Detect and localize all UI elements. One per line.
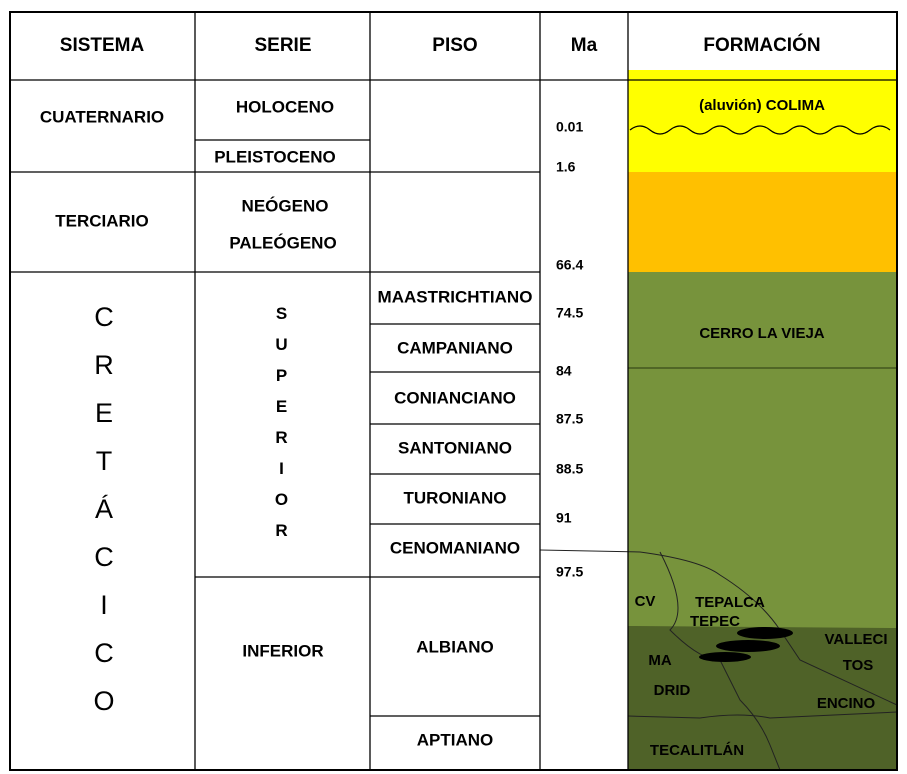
column-header: FORMACIÓN — [703, 34, 820, 56]
column-header: SISTEMA — [60, 35, 145, 56]
piso: APTIANO — [417, 730, 494, 749]
lower-fill — [628, 626, 897, 770]
contact — [659, 551, 781, 771]
piso: ALBIANO — [416, 637, 493, 656]
column-header: PISO — [432, 35, 477, 56]
formation-label: CERRO LA VIEJA — [699, 325, 824, 342]
serie: NEÓGENO — [242, 196, 329, 215]
formation-label: TOS — [843, 657, 874, 674]
formation-label: TEPEC — [690, 613, 740, 630]
ma-value: 66.4 — [556, 257, 583, 273]
piso: MAASTRICHTIANO — [378, 287, 533, 306]
formation-label: ENCINO — [817, 695, 876, 712]
ma-value: 97.5 — [556, 564, 583, 580]
ma-value: 88.5 — [556, 461, 583, 477]
ma-value: 74.5 — [556, 305, 583, 321]
piso: CENOMANIANO — [390, 538, 520, 557]
serie: PALEÓGENO — [229, 233, 336, 252]
terciario-fill — [628, 172, 897, 272]
contact — [627, 711, 898, 719]
formation-label: CV — [635, 593, 656, 610]
lens — [699, 652, 751, 662]
piso: CAMPANIANO — [397, 338, 513, 357]
lens — [737, 627, 793, 639]
formation-label: MA — [648, 652, 671, 669]
contact — [539, 549, 898, 706]
sistema: CUATERNARIO — [40, 107, 164, 126]
ma-value: 0.01 — [556, 119, 583, 135]
piso: SANTONIANO — [398, 438, 512, 457]
formation-label: DRID — [654, 682, 691, 699]
formation-label: VALLECI — [824, 631, 887, 648]
serie: HOLOCENO — [236, 97, 334, 116]
column-header: Ma — [571, 35, 598, 56]
ma-value: 1.6 — [556, 159, 576, 175]
serie: INFERIOR — [242, 641, 323, 660]
ma-value: 84 — [556, 363, 572, 379]
piso: TURONIANO — [404, 488, 507, 507]
ma-value: 91 — [556, 510, 572, 526]
colima-fill — [628, 70, 897, 172]
sistema: TERCIARIO — [55, 211, 149, 230]
column-header: SERIE — [254, 35, 311, 56]
ma-value: 87.5 — [556, 411, 583, 427]
vertical-label: CRETÁCICO — [89, 302, 119, 734]
unconformity — [629, 125, 891, 135]
serie: PLEISTOCENO — [214, 147, 336, 166]
lens — [716, 640, 780, 652]
formation-label: TEPALCA — [695, 594, 765, 611]
formation-label: (aluvión) COLIMA — [699, 97, 825, 114]
border — [9, 11, 898, 771]
vertical-label: SUPERIOR — [272, 304, 291, 552]
formation-label: TECALITLÁN — [650, 742, 744, 759]
piso: CONIANCIANO — [394, 388, 516, 407]
